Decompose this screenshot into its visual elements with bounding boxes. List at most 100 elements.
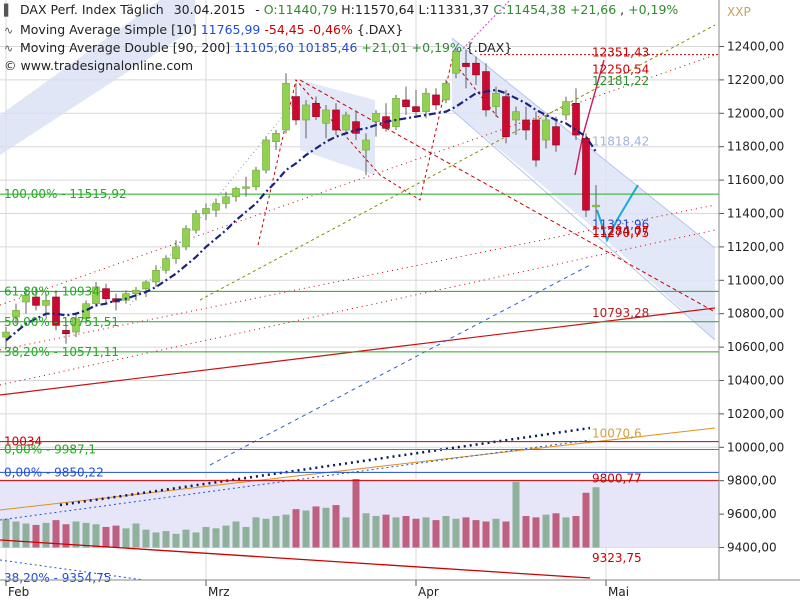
open-value: O:11440,79 <box>263 2 338 17</box>
volume-bar <box>82 522 90 548</box>
x-tick-label: Feb <box>8 585 29 599</box>
close-value: C:11454,38 <box>493 2 566 17</box>
y-tick-label: 10800,00 <box>727 307 784 321</box>
volume-bar <box>382 514 390 548</box>
volume-bar <box>2 518 10 548</box>
candle-body <box>312 102 320 117</box>
volume-bar <box>142 529 150 548</box>
y-tick-label: 9600,00 <box>727 507 777 521</box>
level-label: 10034 <box>4 435 42 449</box>
volume-bar <box>52 520 60 548</box>
y-tick-label: 12000,00 <box>727 106 784 120</box>
ma-double-value-2: 10185,46 <box>297 40 358 55</box>
y-tick-label: 11000,00 <box>727 273 784 287</box>
volume-bar <box>282 514 290 548</box>
candle-body <box>222 196 230 204</box>
bar-chart-icon: ▌ <box>4 4 13 17</box>
candle-body <box>352 121 360 134</box>
volume-bar <box>452 518 460 548</box>
volume-bar <box>252 517 260 548</box>
volume-bar <box>532 517 540 548</box>
volume-bar <box>312 506 320 548</box>
y-tick-label: 10400,00 <box>727 374 784 388</box>
candle-body <box>232 188 240 198</box>
volume-bar <box>362 513 370 548</box>
candle-body <box>32 296 40 306</box>
y-tick-label: 10200,00 <box>727 407 784 421</box>
level-label: 11321,96 <box>592 218 649 232</box>
y-tick-label: 10000,00 <box>727 440 784 454</box>
y-axis-title: XXP <box>727 5 751 19</box>
upper-channel-band <box>0 0 195 155</box>
candle-body <box>72 318 80 333</box>
line-icon: ∿ <box>4 42 14 55</box>
moving-average-line <box>5 88 597 342</box>
x-tick-label: Mai <box>608 585 629 599</box>
volume-bar <box>372 516 380 548</box>
candle-body <box>242 186 250 189</box>
y-tick-label: 9400,00 <box>727 541 777 555</box>
candle-body <box>572 102 580 136</box>
volume-bar <box>492 518 500 548</box>
level-label: 0,00% - 9987,1 <box>4 442 96 456</box>
ma-simple-symbol: {.DAX} <box>356 22 404 37</box>
y-tick-label: 11800,00 <box>727 140 784 154</box>
magenta-dashed <box>451 0 511 61</box>
volume-bar <box>512 481 520 548</box>
level-label: 10793,28 <box>592 306 649 320</box>
red-dashed-diagonal <box>299 79 716 313</box>
y-tick-label: 11200,00 <box>727 240 784 254</box>
y-axis: 9400,00 9600,00 9800,00 10000,00 10200,00 104… <box>718 0 784 580</box>
volume-bar <box>192 532 200 548</box>
candle-body <box>172 246 180 259</box>
volume-bar <box>352 479 360 548</box>
candle-body <box>552 126 560 146</box>
level-label: 11284,07 <box>592 224 649 238</box>
x-axis: Feb Mrz Apr Mai <box>0 579 800 599</box>
volume-bar <box>292 509 300 548</box>
candle-body <box>542 119 550 141</box>
x-tick-label: Apr <box>418 585 439 599</box>
candle-body <box>372 113 380 122</box>
level-label: 11270,75 <box>592 226 649 240</box>
volume-bar <box>232 521 240 548</box>
level-label: 9800,77 <box>592 472 642 486</box>
ma-simple-value: 11765,99 <box>200 22 261 37</box>
bar-date: 30.04.2015 <box>173 2 246 17</box>
candle-body <box>42 300 50 306</box>
volume-bar <box>222 525 230 548</box>
candle-body <box>252 169 260 188</box>
volume-bar <box>62 524 70 548</box>
volume-bar <box>202 526 210 548</box>
candle-body <box>302 104 310 121</box>
volume-bar <box>332 505 340 548</box>
level-label: 12181,22 <box>592 74 649 88</box>
candle-body <box>92 286 100 304</box>
volume-bar <box>522 516 530 548</box>
y-tick-label: 10600,00 <box>727 340 784 354</box>
volume-bar <box>262 518 270 548</box>
volume-panel <box>0 479 719 548</box>
dotted-red-fan-3 <box>0 229 716 386</box>
y-tick-label: 11400,00 <box>727 207 784 221</box>
volume-bar <box>172 533 180 548</box>
candle-body <box>142 281 150 289</box>
y-tick-label: 12400,00 <box>727 40 784 54</box>
olive-dashed-line <box>199 24 716 301</box>
volume-bar <box>272 516 280 548</box>
candle-body <box>202 208 210 214</box>
ma-double-change: +21,01 <box>361 40 408 55</box>
moving-average-line <box>5 88 597 342</box>
volume-bar <box>22 523 30 548</box>
volume-bar <box>412 518 420 548</box>
candle-body <box>342 114 350 131</box>
volume-bar <box>342 517 350 548</box>
ma-simple-change: -54,45 <box>264 22 305 37</box>
candle-body <box>412 106 420 112</box>
level-lines <box>0 54 719 482</box>
candle-body <box>102 288 110 299</box>
candle-body <box>462 62 470 67</box>
volume-bar <box>542 514 550 548</box>
